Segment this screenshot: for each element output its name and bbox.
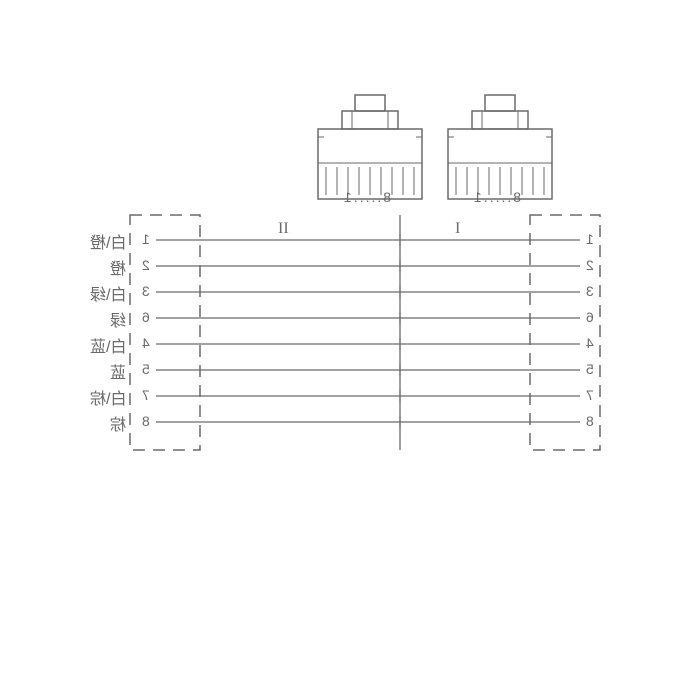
right-pin-number: 7 xyxy=(586,387,594,403)
left-pin-number: 7 xyxy=(142,387,150,403)
connector-pin-range: 8.....1 xyxy=(472,189,521,205)
wire-color-label: 白\绿 xyxy=(90,281,126,305)
wire-color-label: 棕 xyxy=(110,411,126,435)
wire-color-label: 白\橙 xyxy=(90,229,126,253)
left-pin-number: 8 xyxy=(142,413,150,429)
left-pin-number: 1 xyxy=(142,231,150,247)
right-pin-number: 4 xyxy=(586,335,594,351)
wire-color-label: 蓝 xyxy=(110,359,126,383)
left-pin-number: 4 xyxy=(142,335,150,351)
left-pin-number: 6 xyxy=(142,309,150,325)
connector-pin-range: 8.....1 xyxy=(342,189,391,205)
wire-color-label: 绿 xyxy=(110,307,126,331)
left-pin-number: 2 xyxy=(142,257,150,273)
wire-color-label: 白\棕 xyxy=(90,385,126,409)
block-label-i: I xyxy=(455,220,460,238)
right-pin-number: 6 xyxy=(586,309,594,325)
right-pin-number: 2 xyxy=(586,257,594,273)
right-pin-number: 3 xyxy=(586,283,594,299)
wire-color-label: 白\蓝 xyxy=(90,333,126,357)
wire-color-label: 橙 xyxy=(110,255,126,279)
left-pin-number: 3 xyxy=(142,283,150,299)
block-label-ii: II xyxy=(278,220,289,238)
right-pin-number: 8 xyxy=(586,413,594,429)
left-pin-number: 5 xyxy=(142,361,150,377)
right-pin-number: 5 xyxy=(586,361,594,377)
right-pin-number: 1 xyxy=(586,231,594,247)
